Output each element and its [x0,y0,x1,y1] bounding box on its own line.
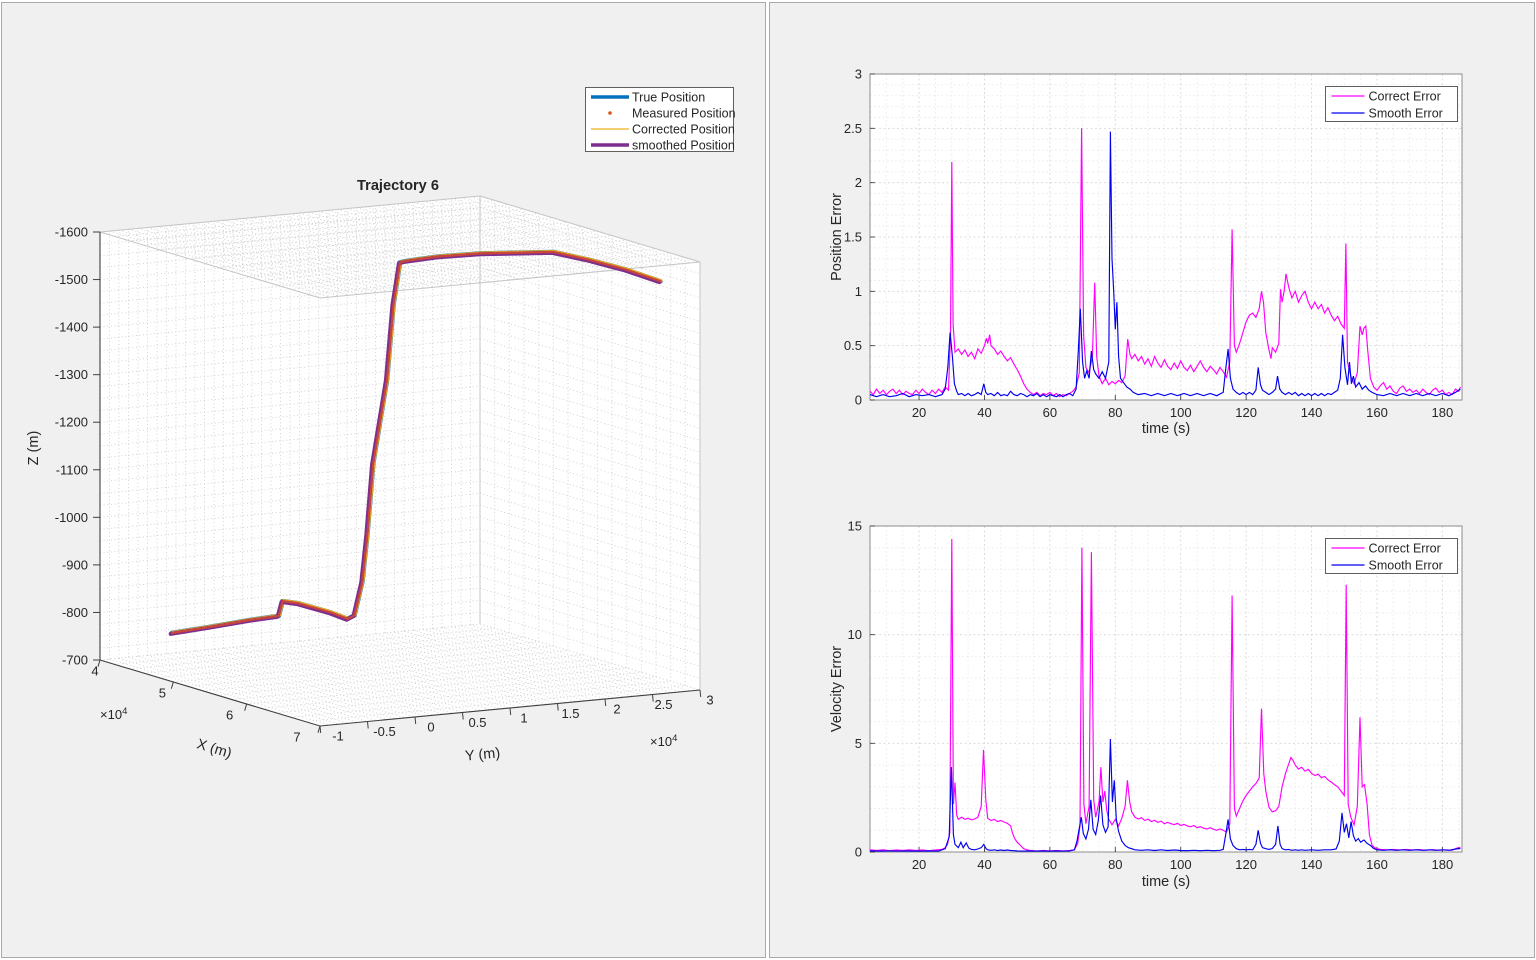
smooth-error-line [870,131,1461,398]
axis-multiplier: ×104 [100,706,127,722]
svg-text:-1300: -1300 [55,367,88,382]
position-xlabel: time (s) [1142,421,1190,437]
svg-text:1.5: 1.5 [561,706,579,721]
svg-text:-1: -1 [332,729,344,744]
svg-text:-0.5: -0.5 [373,724,395,739]
svg-text:5: 5 [159,686,166,701]
svg-text:5: 5 [855,736,862,751]
legend-label: Corrected Position [632,123,735,137]
svg-text:1: 1 [520,711,527,726]
svg-text:20: 20 [912,857,926,872]
svg-text:80: 80 [1108,857,1122,872]
legend-label: Correct Error [1369,542,1441,556]
velocity-ylabel: Velocity Error [829,646,845,732]
x-axis-label: X (m) [195,736,234,762]
velocity-xlabel: time (s) [1142,874,1190,890]
svg-text:0: 0 [855,845,862,860]
axis-ticks: 20 40 60 80 100 120 140 160 180 0 0.5 1 1.5 2 2.5 3 [844,67,1453,421]
svg-text:160: 160 [1366,405,1388,420]
svg-text:2.5: 2.5 [844,121,862,136]
svg-text:2: 2 [855,175,862,190]
position-error-plot[interactable]: 20 40 60 80 100 120 140 160 180 0 0.5 1 1.5 2 2.5 3 Pos… [829,67,1463,438]
svg-text:180: 180 [1432,405,1454,420]
box-edges-light [99,195,701,690]
z-axis-label: Z (m) [26,431,42,466]
svg-text:160: 160 [1366,857,1388,872]
svg-text:3: 3 [855,67,862,82]
plot-background [870,526,1462,852]
svg-text:-1400: -1400 [55,320,88,335]
svg-text:40: 40 [977,857,991,872]
legend-label: Smooth Error [1369,107,1443,121]
legend-label: Measured Position [632,107,736,121]
svg-text:6: 6 [226,708,233,723]
svg-text:3: 3 [706,693,713,708]
svg-text:120: 120 [1235,405,1257,420]
velocity-error-plot[interactable]: 20 40 60 80 100 120 140 160 180 0 5 10 15 Velocity E… [829,519,1463,891]
svg-text:10: 10 [848,627,862,642]
svg-text:0: 0 [427,720,434,735]
trajectory-title: Trajectory 6 [357,178,439,194]
svg-text:100: 100 [1170,405,1192,420]
trajectory-legend[interactable]: True Position Measured Position Corrected … [585,87,736,153]
position-ylabel: Position Error [829,193,845,281]
smooth-error-line [870,738,1461,852]
svg-text:140: 140 [1301,405,1323,420]
svg-text:140: 140 [1301,857,1323,872]
legend-label: True Position [632,91,705,105]
svg-text:-1100: -1100 [56,462,88,477]
legend-marker [608,111,612,115]
velocity-legend[interactable]: Correct Error Smooth Error [1325,538,1458,574]
svg-text:15: 15 [848,519,862,534]
plot-border [869,525,1463,853]
svg-text:0.5: 0.5 [468,715,486,730]
legend-label: smoothed Position [632,139,735,153]
trajectory-plot[interactable]: -1600 -1500 -1400 -1300 -1200 -1100 -1000 -900 -… [26,87,736,765]
trajectory-line-3 [170,250,662,635]
svg-text:0.5: 0.5 [844,338,862,353]
svg-text:60: 60 [1043,405,1057,420]
plot-background [870,74,1462,400]
major-grid [870,74,1462,400]
svg-text:-1500: -1500 [55,272,88,287]
svg-text:40: 40 [977,405,991,420]
svg-text:180: 180 [1432,857,1454,872]
svg-text:80: 80 [1108,405,1122,420]
axis-ticks: 20 40 60 80 100 120 140 160 180 0 5 10 15 [848,519,1454,873]
svg-text:-1600: -1600 [55,225,88,240]
y-axis-label: Y (m) [464,745,501,764]
svg-text:100: 100 [1170,857,1192,872]
svg-text:-700: -700 [62,653,88,668]
svg-text:1.5: 1.5 [844,230,862,245]
legend-box [1325,538,1458,574]
svg-text:0: 0 [855,393,862,408]
svg-text:7: 7 [293,730,300,745]
legend-box [1325,86,1458,122]
svg-text:-1000: -1000 [55,510,88,525]
axes-background [100,196,700,726]
svg-text:-800: -800 [62,605,88,620]
svg-text:-900: -900 [62,557,88,572]
svg-text:20: 20 [912,405,926,420]
svg-text:2: 2 [613,702,620,717]
svg-text:2.5: 2.5 [654,697,672,712]
correct-error-line [870,128,1461,398]
svg-text:120: 120 [1235,857,1257,872]
svg-text:-1200: -1200 [55,415,88,430]
correct-error-line [870,538,1461,852]
svg-text:60: 60 [1043,857,1057,872]
svg-text:4: 4 [91,664,98,679]
svg-text:1: 1 [855,284,862,299]
tick-labels-3d: -1600 -1500 -1400 -1300 -1200 -1100 -1000 -900 -… [55,225,714,745]
axis-multiplier: ×104 [650,733,677,749]
legend-label: Smooth Error [1369,559,1443,573]
position-legend[interactable]: Correct Error Smooth Error [1325,86,1458,122]
legend-label: Correct Error [1369,90,1441,104]
